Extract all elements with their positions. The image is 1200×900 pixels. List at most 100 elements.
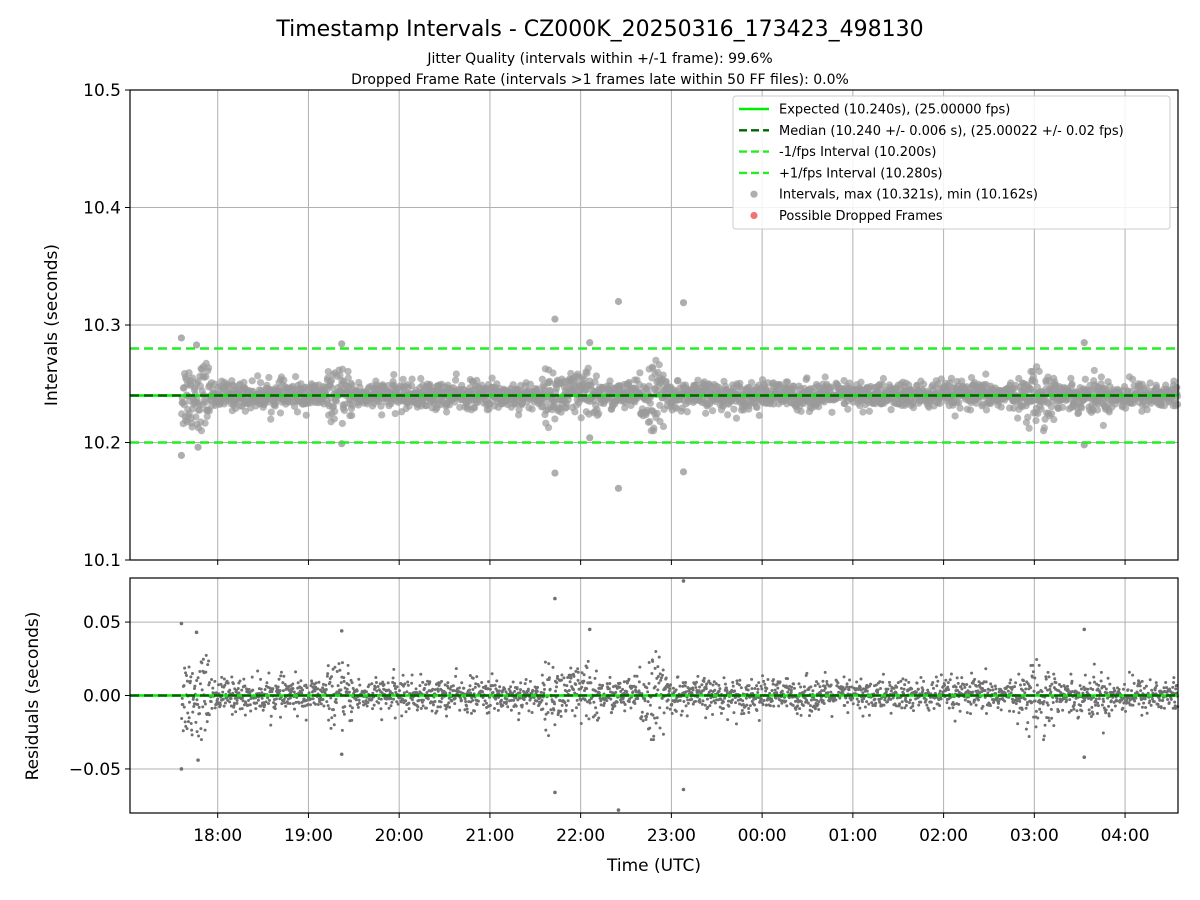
residual-point: [347, 690, 351, 694]
residual-point: [505, 697, 509, 701]
residual-point: [659, 676, 663, 680]
residual-point: [794, 707, 798, 711]
residual-point: [968, 700, 972, 704]
residual-point: [213, 706, 217, 710]
residual-point: [1024, 727, 1028, 731]
residual-point: [981, 704, 985, 708]
residual-point: [325, 674, 329, 678]
residual-point: [939, 697, 943, 701]
residual-point: [511, 680, 515, 684]
residual-point: [574, 683, 578, 687]
residual-point: [243, 713, 247, 717]
interval-point: [947, 374, 956, 382]
residual-point: [424, 706, 428, 710]
residual-point: [341, 709, 345, 713]
residual-point: [435, 709, 439, 713]
residual-point: [576, 678, 580, 682]
residual-point: [471, 698, 475, 702]
residual-point: [309, 697, 313, 701]
residual-point: [460, 699, 464, 703]
residual-point: [723, 696, 727, 700]
residual-point: [207, 713, 211, 717]
residual-point: [787, 696, 791, 700]
residual-point: [614, 690, 618, 694]
residual-point: [402, 684, 406, 688]
residual-point: [364, 702, 368, 706]
residual-point: [1032, 689, 1036, 693]
residual-point: [747, 711, 751, 715]
residual-point: [813, 684, 817, 688]
residual-point: [694, 680, 698, 684]
interval-point: [291, 372, 300, 381]
residual-point: [744, 696, 748, 700]
residual-point: [364, 690, 368, 694]
residual-point: [414, 687, 418, 691]
residual-point: [968, 685, 972, 689]
legend-marker: [750, 211, 758, 220]
residual-point: [337, 662, 341, 666]
residual-point: [401, 673, 405, 677]
residual-point: [995, 696, 999, 700]
residual-point: [683, 684, 687, 688]
residual-point: [567, 688, 571, 692]
residual-point: [996, 706, 1000, 710]
residual-point: [722, 676, 726, 680]
residual-point: [1017, 672, 1021, 676]
residual-point: [543, 660, 547, 664]
interval-point: [551, 415, 559, 423]
residual-point: [934, 675, 938, 679]
residual-point: [407, 701, 411, 705]
residual-point: [671, 686, 675, 690]
residual-point: [382, 683, 386, 687]
residual-point: [984, 712, 988, 716]
interval-point: [783, 378, 792, 386]
interval-outlier-point: [177, 451, 186, 460]
residual-point: [293, 707, 297, 711]
residual-point: [586, 659, 590, 663]
residual-point: [829, 683, 833, 687]
residual-point: [1014, 681, 1018, 685]
residual-point: [263, 688, 267, 692]
residual-point: [322, 688, 326, 692]
residual-point: [640, 715, 644, 719]
residual-point: [305, 698, 309, 702]
residual-point: [962, 683, 966, 687]
residual-point: [847, 688, 851, 692]
residual-point: [945, 701, 949, 705]
interval-outlier-point: [338, 340, 346, 348]
residual-point: [1055, 699, 1059, 703]
residual-point: [772, 704, 776, 708]
residual-point: [756, 690, 760, 694]
residual-point: [567, 673, 571, 677]
residual-point: [474, 682, 478, 686]
residual-point: [741, 699, 745, 703]
residual-point: [193, 684, 197, 688]
residual-point: [187, 716, 191, 720]
residual-point: [340, 661, 344, 665]
residual-point: [417, 698, 421, 702]
residual-point: [740, 712, 744, 716]
residual-point: [884, 690, 888, 694]
residual-point: [329, 696, 333, 700]
residual-point: [841, 685, 845, 689]
residual-point: [599, 703, 603, 707]
interval-point: [1146, 379, 1154, 387]
residual-point: [333, 665, 337, 669]
residual-point: [766, 677, 770, 681]
residual-point: [705, 682, 709, 686]
residual-point: [738, 678, 742, 682]
residual-point: [903, 683, 907, 687]
residual-point: [299, 679, 303, 683]
residual-point: [207, 659, 211, 663]
residual-point: [458, 708, 462, 712]
interval-point: [595, 409, 603, 418]
residual-point: [264, 700, 268, 704]
interval-point: [192, 413, 200, 421]
residual-point: [984, 680, 988, 684]
residual-point: [421, 704, 425, 708]
residual-point: [661, 732, 665, 736]
residual-point: [924, 698, 928, 702]
interval-point: [1068, 380, 1076, 388]
residual-point: [988, 704, 992, 708]
residual-point: [1019, 696, 1023, 700]
